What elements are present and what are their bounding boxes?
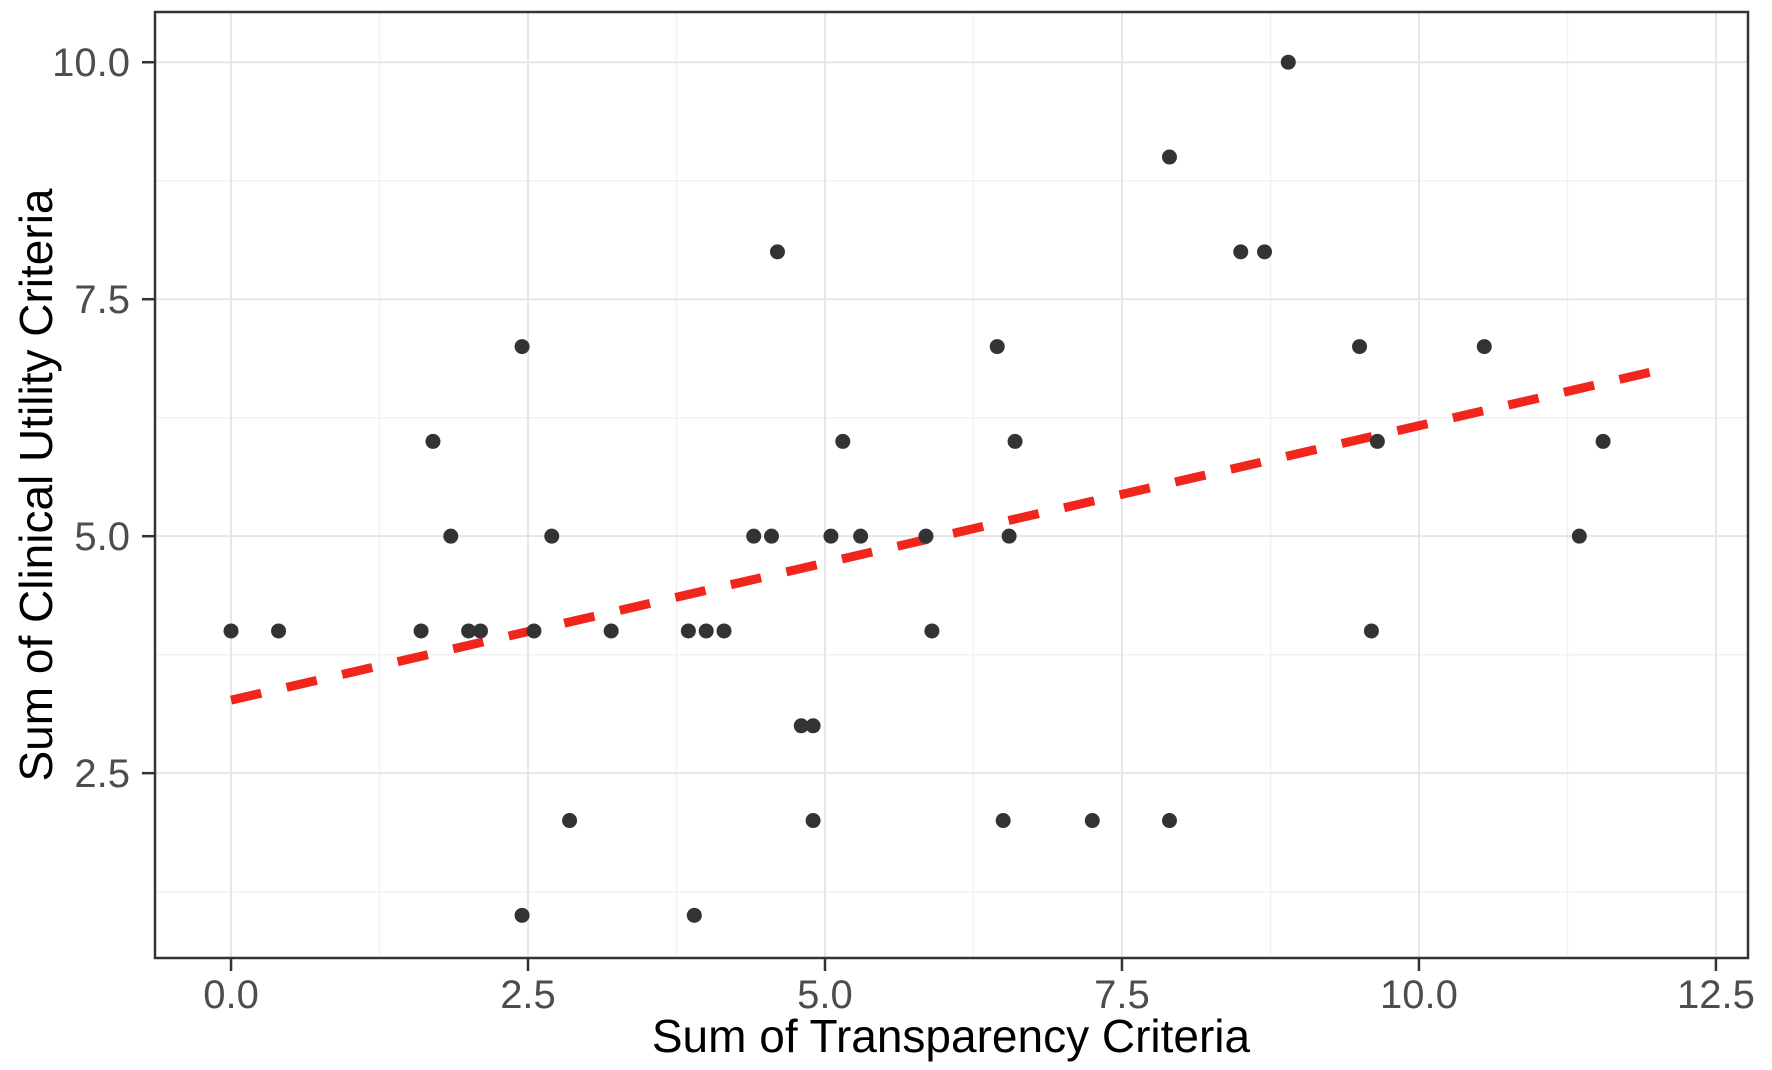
data-point (223, 623, 239, 639)
data-point (805, 718, 821, 734)
data-points (223, 54, 1611, 923)
data-point (472, 623, 488, 639)
data-point (686, 907, 702, 923)
data-point (1363, 623, 1379, 639)
data-point (769, 244, 785, 260)
data-point (698, 623, 714, 639)
x-tick-label: 10.0 (1380, 973, 1458, 1017)
y-tick-labels: 2.5 5.0 7.5 10.0 (52, 41, 130, 796)
x-tick-label: 7.5 (1094, 973, 1150, 1017)
data-point (544, 528, 560, 544)
gridlines-minor (155, 12, 1748, 958)
data-point (1280, 54, 1296, 70)
data-point (271, 623, 287, 639)
data-point (823, 528, 839, 544)
data-point (680, 623, 696, 639)
data-point (514, 339, 530, 355)
x-tick-label: 0.0 (203, 973, 259, 1017)
gridlines-major (155, 12, 1748, 958)
y-axis-title: Sum of Clinical Utility Criteria (10, 188, 62, 781)
data-point (1001, 528, 1017, 544)
trend-line (230, 367, 1652, 705)
x-tick-label: 2.5 (500, 973, 556, 1017)
data-point (1369, 433, 1385, 449)
data-point (835, 433, 851, 449)
data-point (1476, 339, 1492, 355)
data-point (526, 623, 542, 639)
data-point (443, 528, 459, 544)
y-tick-label: 2.5 (74, 752, 130, 796)
data-point (764, 528, 780, 544)
data-point (514, 907, 530, 923)
data-point (1257, 244, 1273, 260)
data-point (1084, 813, 1100, 829)
axis-tick-marks (142, 60, 1718, 971)
data-point (1007, 433, 1023, 449)
data-point (716, 623, 732, 639)
data-point (924, 623, 940, 639)
data-point (1571, 528, 1587, 544)
data-point (413, 623, 429, 639)
data-point (603, 623, 619, 639)
data-point (562, 813, 578, 829)
data-point (425, 433, 441, 449)
y-tick-label: 5.0 (74, 515, 130, 559)
data-point (1161, 813, 1177, 829)
panel-border (153, 10, 1750, 960)
y-tick-label: 7.5 (74, 278, 130, 322)
y-tick-label: 10.0 (52, 41, 130, 85)
x-tick-label: 5.0 (797, 973, 853, 1017)
data-point (1352, 339, 1368, 355)
data-point (989, 339, 1005, 355)
data-point (995, 813, 1011, 829)
data-point (746, 528, 762, 544)
x-tick-label: 12.5 (1677, 973, 1755, 1017)
data-point (1233, 244, 1249, 260)
x-tick-labels: 0.0 2.5 5.0 7.5 10.0 12.5 (203, 973, 1755, 1017)
data-point (805, 813, 821, 829)
data-point (793, 718, 809, 734)
data-point (853, 528, 869, 544)
x-axis-title: Sum of Transparency Criteria (652, 1010, 1251, 1062)
data-point (1161, 149, 1177, 165)
data-point (461, 623, 477, 639)
data-point (918, 528, 934, 544)
data-point (1595, 433, 1611, 449)
